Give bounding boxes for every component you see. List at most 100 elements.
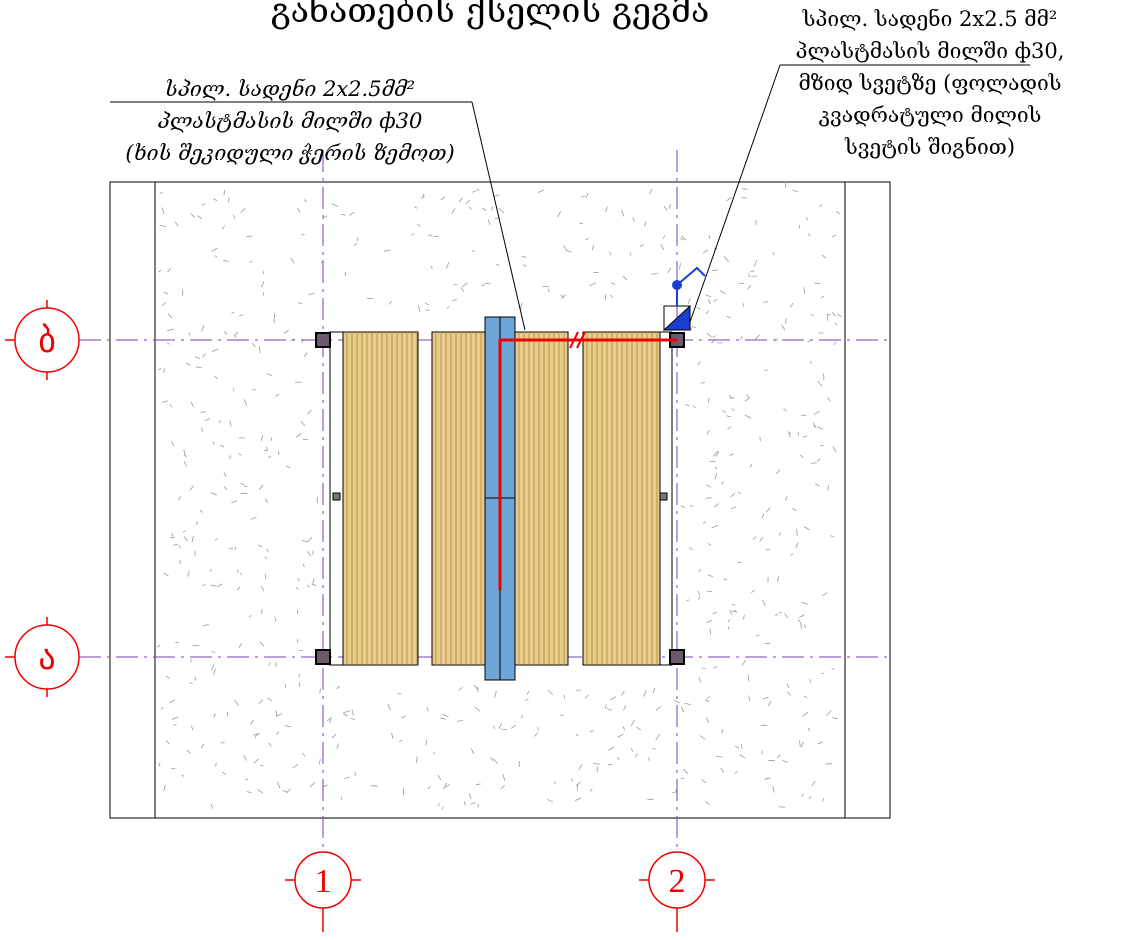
texture-mark [681, 706, 685, 713]
texture-mark [220, 444, 225, 448]
texture-mark [832, 312, 836, 317]
texture-mark [720, 767, 725, 773]
texture-mark [832, 717, 838, 720]
texture-mark [726, 315, 732, 319]
texture-mark [610, 696, 617, 701]
texture-mark [484, 282, 491, 285]
texture-mark [258, 544, 263, 548]
texture-mark [298, 302, 303, 305]
texture-mark [167, 313, 173, 319]
texture-mark [331, 203, 338, 207]
texture-mark [167, 268, 172, 273]
texture-mark [707, 543, 712, 546]
texture-mark [210, 664, 215, 671]
texture-mark [632, 217, 636, 222]
texture-mark [799, 454, 804, 458]
texture-mark [803, 696, 808, 698]
texture-mark [817, 741, 823, 745]
texture-mark [427, 786, 431, 790]
texture-mark [834, 322, 838, 326]
texture-mark [762, 599, 766, 606]
texture-mark [764, 777, 771, 780]
texture-mark [807, 340, 811, 343]
texture-mark [737, 491, 742, 495]
texture-mark [266, 446, 269, 451]
texture-mark [739, 754, 746, 759]
texture-mark [222, 225, 225, 230]
texture-mark [608, 746, 615, 751]
axis-label: ა [38, 640, 55, 677]
texture-mark [761, 513, 765, 519]
texture-mark [746, 394, 750, 399]
texture-mark [253, 758, 259, 764]
texture-mark [547, 288, 550, 293]
texture-mark [473, 685, 479, 690]
texture-mark [275, 713, 283, 717]
texture-mark [248, 614, 252, 618]
texture-mark [721, 728, 724, 734]
texture-mark [195, 356, 201, 360]
texture-mark [258, 484, 264, 491]
texture-mark [707, 397, 710, 404]
texture-mark [164, 291, 169, 295]
texture-mark [296, 208, 301, 213]
texture-mark [787, 431, 791, 435]
texture-mark [295, 433, 302, 438]
texture-mark [238, 642, 242, 649]
texture-mark [697, 361, 701, 366]
texture-mark [493, 758, 498, 764]
texture-mark [585, 192, 589, 199]
texture-mark [232, 214, 236, 219]
texture-mark [166, 740, 170, 745]
texture-mark [264, 556, 268, 560]
wiring [498, 331, 677, 590]
texture-mark [186, 749, 191, 754]
texture-mark [430, 266, 433, 270]
texture-mark [725, 415, 732, 418]
texture-mark [277, 781, 281, 789]
texture-mark [748, 695, 751, 701]
texture-mark [688, 546, 693, 551]
grid-lines [79, 150, 890, 848]
axis-bubbles [5, 300, 715, 932]
axis-label: 1 [315, 863, 332, 900]
texture-mark [383, 249, 391, 252]
texture-mark [298, 673, 301, 678]
texture-mark [501, 728, 507, 731]
texture-mark [560, 294, 565, 299]
texture-mark [521, 256, 527, 258]
texture-mark [238, 453, 242, 456]
texture-mark [186, 362, 191, 366]
texture-mark [416, 223, 421, 227]
texture-mark [795, 542, 799, 548]
texture-mark [692, 405, 696, 408]
texture-mark [705, 294, 712, 298]
texture-mark [169, 404, 173, 408]
texture-mark [623, 704, 627, 711]
texture-mark [617, 733, 624, 738]
texture-mark [212, 441, 216, 445]
texture-mark [481, 284, 485, 287]
texture-mark [712, 335, 716, 338]
texture-mark [463, 801, 466, 806]
texture-mark [400, 715, 407, 719]
texture-mark [747, 284, 752, 290]
texture-mark [701, 667, 706, 670]
texture-mark [258, 699, 264, 705]
texture-mark [727, 619, 731, 623]
texture-mark [813, 410, 821, 415]
texture-mark [668, 204, 671, 210]
texture-mark [651, 273, 658, 275]
texture-mark [260, 435, 264, 442]
texture-mark [817, 380, 823, 387]
texture-mark [354, 772, 357, 777]
texture-mark [243, 755, 247, 761]
texture-mark [183, 536, 188, 542]
texture-mark [425, 739, 428, 746]
texture-mark [522, 264, 527, 267]
texture-mark [753, 260, 757, 267]
texture-mark [808, 233, 811, 237]
texture-mark [228, 197, 230, 203]
texture-mark [295, 381, 303, 383]
texture-mark [713, 298, 718, 302]
